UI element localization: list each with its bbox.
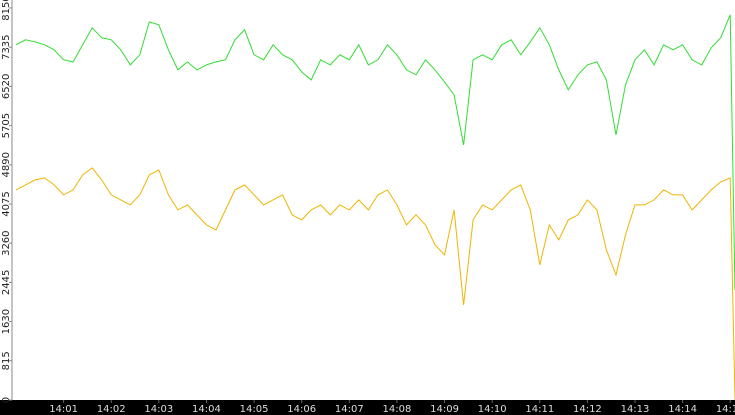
y-tick-label: 7335 [1, 34, 12, 59]
x-axis-band [0, 400, 735, 415]
x-tick-label: 14:05 [240, 404, 269, 415]
x-tick-label: 14:01 [49, 404, 78, 415]
x-tick-label: 14:04 [192, 404, 221, 415]
x-tick-label: 14:14 [668, 404, 697, 415]
series-line [15, 14, 735, 291]
x-tick-label: 14:10 [478, 404, 507, 415]
x-tick-label: 14:15 [716, 404, 735, 415]
y-tick-label: 0 [1, 397, 12, 403]
y-tick-label: 4890 [1, 152, 12, 177]
y-tick-label: 815 [1, 351, 12, 370]
y-tick-label: 4075 [1, 191, 12, 216]
y-tick-label: 2445 [1, 270, 12, 295]
y-tick-label: 3260 [1, 230, 12, 255]
x-tick-label: 14:12 [573, 404, 602, 415]
x-tick-label: 14:07 [335, 404, 364, 415]
x-tick-label: 14:08 [383, 404, 412, 415]
x-tick-label: 14:11 [525, 404, 554, 415]
y-tick-label: 5705 [1, 113, 12, 138]
series-line [15, 167, 735, 401]
x-tick-label: 14:13 [621, 404, 650, 415]
y-tick-label: 6520 [1, 74, 12, 99]
x-tick-label: 14:09 [430, 404, 459, 415]
y-tick-label: 8150 [1, 0, 12, 21]
x-tick-label: 14:02 [97, 404, 126, 415]
y-tick-label: 1630 [1, 309, 12, 334]
x-tick-label: 14:06 [287, 404, 316, 415]
x-tick-label: 14:03 [144, 404, 173, 415]
